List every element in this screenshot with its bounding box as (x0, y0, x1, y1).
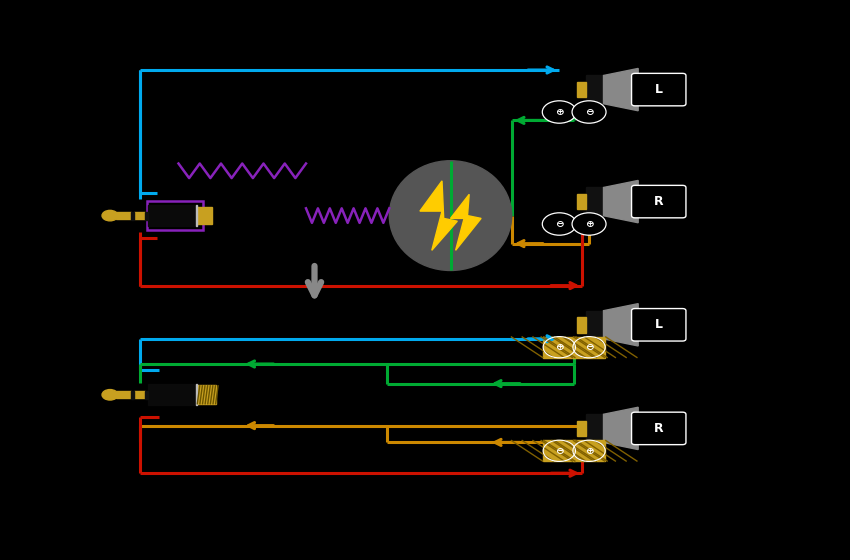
Polygon shape (604, 68, 638, 111)
Ellipse shape (389, 161, 512, 270)
Bar (148, 384, 197, 405)
Circle shape (572, 213, 606, 235)
Bar (573, 337, 605, 358)
Bar (145, 212, 148, 220)
Bar (197, 385, 216, 404)
Bar (586, 311, 604, 339)
FancyBboxPatch shape (632, 185, 686, 218)
Circle shape (572, 101, 606, 123)
Text: L: L (654, 318, 663, 332)
Text: ⊖: ⊖ (585, 342, 593, 352)
Text: ⊕: ⊕ (585, 446, 593, 456)
Text: ⊖: ⊖ (585, 107, 593, 117)
Bar (116, 212, 132, 219)
Bar (586, 414, 604, 442)
Bar (577, 317, 586, 333)
Polygon shape (604, 180, 638, 223)
Bar (577, 421, 586, 436)
Bar (577, 194, 586, 209)
Bar (196, 205, 197, 226)
Circle shape (542, 101, 576, 123)
Bar (134, 391, 145, 398)
Text: L: L (654, 83, 663, 96)
Bar (134, 212, 145, 219)
Text: ⊕: ⊕ (585, 219, 593, 229)
Bar (586, 76, 604, 104)
Bar (145, 391, 148, 399)
Bar (132, 391, 134, 399)
Bar (132, 212, 134, 220)
Circle shape (102, 390, 118, 400)
FancyBboxPatch shape (632, 73, 686, 106)
Bar (147, 201, 203, 230)
Text: ⊖: ⊖ (555, 446, 564, 456)
Text: ⊖: ⊖ (555, 219, 564, 229)
Polygon shape (604, 304, 638, 346)
Circle shape (542, 213, 576, 235)
Circle shape (102, 211, 118, 221)
Bar (116, 391, 132, 398)
FancyBboxPatch shape (632, 309, 686, 341)
Bar (586, 188, 604, 216)
Bar (148, 205, 197, 226)
Text: R: R (654, 422, 664, 435)
Polygon shape (604, 407, 638, 450)
Bar (196, 384, 197, 405)
Polygon shape (450, 194, 481, 250)
Text: ⊕: ⊕ (555, 342, 564, 352)
Text: R: R (654, 195, 664, 208)
Bar (577, 82, 586, 97)
FancyBboxPatch shape (632, 412, 686, 445)
Text: ⊕: ⊕ (555, 107, 564, 117)
Bar (543, 440, 575, 461)
Bar (197, 207, 212, 225)
Polygon shape (420, 181, 457, 250)
Bar (573, 440, 605, 461)
Bar (543, 337, 575, 358)
